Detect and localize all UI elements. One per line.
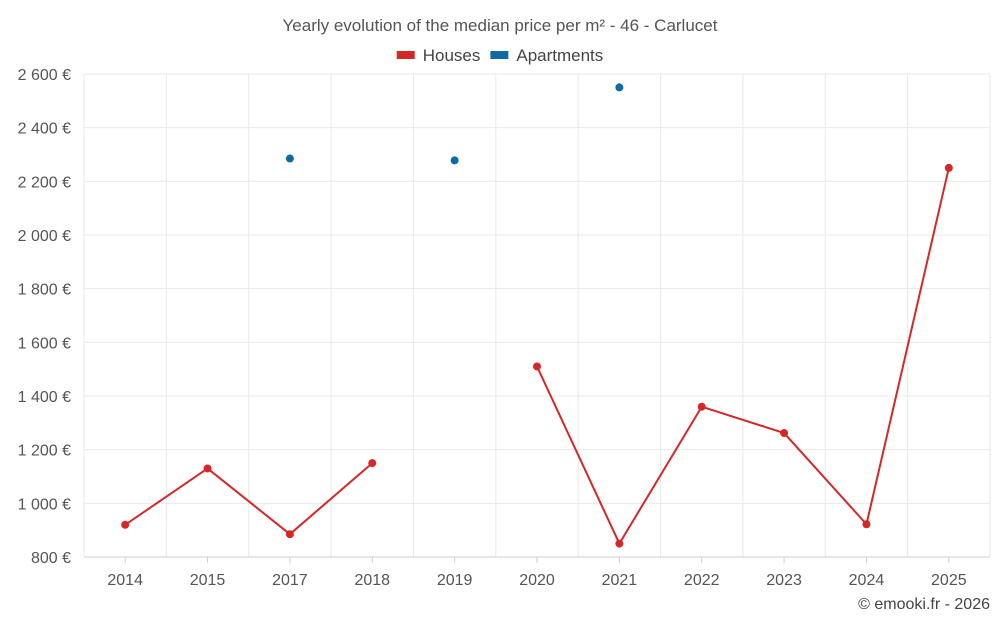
legend-swatch-apartments [490, 51, 509, 59]
legend-label-houses: Houses [423, 46, 481, 65]
series-layer [121, 83, 953, 548]
y-axis: 800 € 1 000 € 1 200 € 1 400 € 1 600 € 1 800 €… [18, 67, 71, 567]
series-houses [121, 163, 953, 548]
houses-point-2023[interactable] [780, 429, 789, 438]
y-tick-label: 800 € [31, 550, 71, 567]
x-tick-label: 2014 [107, 572, 143, 589]
x-tick-label: 2019 [437, 572, 473, 589]
x-tick-label: 2020 [519, 572, 555, 589]
y-tick-label: 1 600 € [18, 335, 71, 352]
y-tick-label: 2 200 € [18, 174, 71, 191]
apartments-point-2021[interactable] [615, 83, 624, 92]
houses-point-2015[interactable] [203, 464, 212, 473]
houses-line-segment [124, 462, 373, 536]
y-tick-label: 1 200 € [18, 443, 71, 460]
x-tick-label: 2017 [272, 572, 308, 589]
houses-point-2014[interactable] [121, 520, 130, 529]
y-tick-label: 1 400 € [18, 389, 71, 406]
grid-lines [83, 73, 991, 557]
houses-point-2025[interactable] [944, 163, 953, 172]
legend-item-apartments[interactable]: Apartments [490, 46, 603, 65]
x-axis: 2014 2015 2017 2018 2019 2020 2021 2022 2023 2024… [84, 556, 990, 589]
y-tick-label: 1 800 € [18, 282, 71, 299]
y-tick-label: 1 000 € [18, 496, 71, 513]
apartments-point-2017[interactable] [285, 154, 294, 163]
x-tick-label: 2024 [849, 572, 885, 589]
houses-point-2018[interactable] [368, 459, 377, 468]
y-tick-label: 2 400 € [18, 121, 71, 138]
legend-label-apartments: Apartments [516, 46, 603, 65]
series-apartments [285, 83, 624, 165]
x-tick-label: 2023 [766, 572, 802, 589]
chart-title: Yearly evolution of the median price per… [283, 16, 718, 35]
houses-line-segment [536, 167, 950, 545]
credit-text: © emooki.fr - 2026 [858, 596, 990, 613]
x-tick-label: 2018 [354, 572, 390, 589]
legend-item-houses[interactable]: Houses [396, 46, 481, 65]
houses-point-2021[interactable] [615, 539, 624, 548]
y-tick-label: 2 600 € [18, 67, 71, 84]
legend-swatch-houses [396, 51, 415, 59]
apartments-point-2019[interactable] [450, 156, 459, 165]
x-tick-label: 2022 [684, 572, 720, 589]
x-tick-label: 2015 [190, 572, 226, 589]
houses-point-2022[interactable] [697, 402, 706, 411]
houses-point-2024[interactable] [862, 520, 871, 529]
x-tick-label: 2025 [931, 572, 967, 589]
houses-point-2020[interactable] [533, 362, 541, 371]
x-tick-label: 2021 [602, 572, 638, 589]
y-tick-label: 2 000 € [18, 228, 71, 245]
houses-point-2017[interactable] [285, 530, 294, 539]
legend[interactable]: Houses Apartments [396, 46, 604, 65]
